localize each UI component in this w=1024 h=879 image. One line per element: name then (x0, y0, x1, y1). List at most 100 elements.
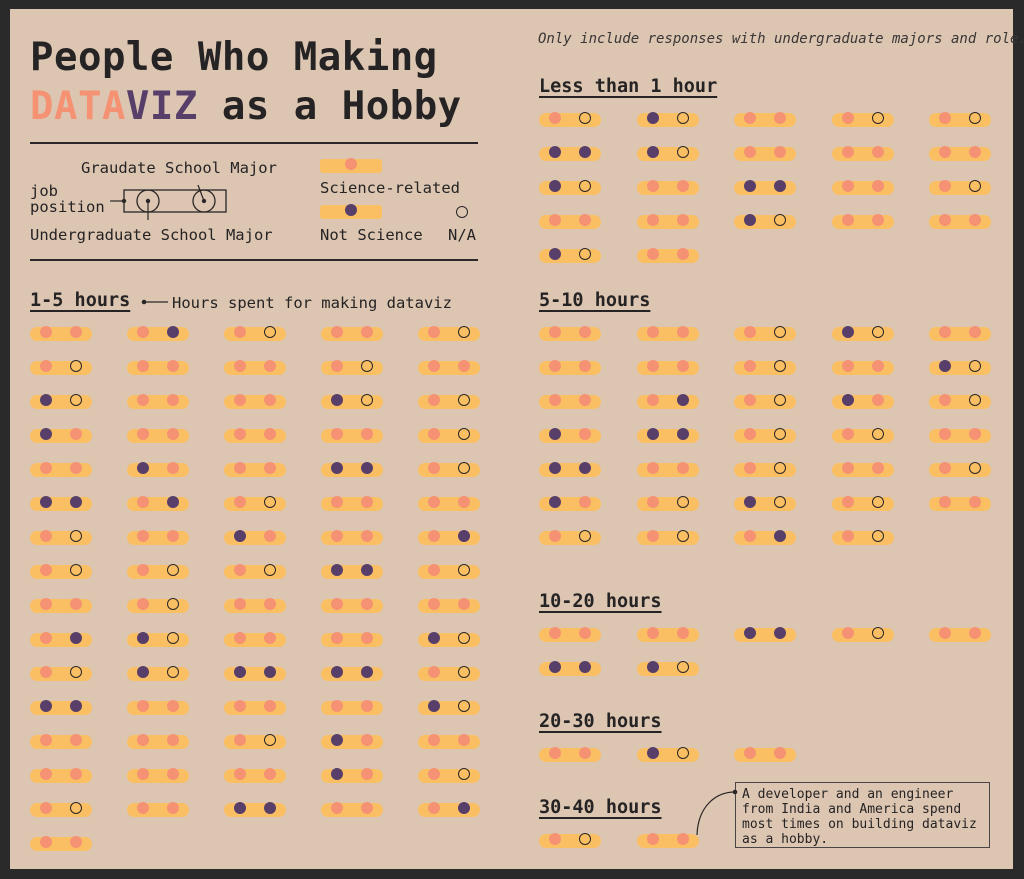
grad-major-dot (167, 734, 179, 746)
undergrad-major-dot (428, 394, 440, 406)
person-pill (832, 146, 894, 161)
person-pill (30, 360, 92, 375)
undergrad-major-dot (647, 360, 659, 372)
person-pill (734, 462, 796, 477)
grad-major-dot (579, 112, 591, 124)
undergrad-major-dot (939, 496, 951, 508)
undergrad-major-dot (137, 394, 149, 406)
person-pill (30, 632, 92, 647)
person-pill (832, 326, 894, 341)
undergrad-major-dot (647, 462, 659, 474)
grad-major-dot (167, 496, 179, 508)
legend-not-science-swatch (320, 204, 382, 219)
undergrad-major-dot (234, 530, 246, 542)
undergrad-major-dot (842, 180, 854, 192)
person-pill (321, 394, 383, 409)
undergrad-major-dot (137, 734, 149, 746)
person-pill (321, 530, 383, 545)
grad-major-dot (677, 180, 689, 192)
person-pill (929, 326, 991, 341)
grad-major-dot (458, 360, 470, 372)
grad-major-dot (264, 530, 276, 542)
person-pill (30, 700, 92, 715)
person-pill (832, 394, 894, 409)
grad-major-dot (579, 180, 591, 192)
person-pill (637, 214, 699, 229)
legend-na-dot (456, 206, 468, 218)
person-pill (224, 802, 286, 817)
undergrad-major-dot (40, 394, 52, 406)
grad-major-dot (872, 326, 884, 338)
undergrad-major-dot (549, 214, 561, 226)
hours-label-connector (141, 299, 168, 305)
person-pill (832, 462, 894, 477)
person-pill (127, 802, 189, 817)
grad-major-dot (579, 661, 591, 673)
undergrad-major-dot (40, 530, 52, 542)
undergrad-major-dot (549, 180, 561, 192)
grad-major-dot (167, 394, 179, 406)
person-pill (127, 598, 189, 613)
undergrad-major-dot (137, 802, 149, 814)
grad-major-dot (579, 530, 591, 542)
grad-major-dot (579, 146, 591, 158)
person-pill (224, 666, 286, 681)
group-header: Less than 1 hour (539, 76, 718, 97)
person-pill (734, 112, 796, 127)
grad-major-dot (361, 394, 373, 406)
grad-major-dot (458, 428, 470, 440)
grad-major-dot (70, 462, 82, 474)
undergrad-major-dot (428, 598, 440, 610)
person-pill (637, 146, 699, 161)
undergrad-major-dot (939, 214, 951, 226)
grad-major-dot (579, 214, 591, 226)
undergrad-major-dot (647, 180, 659, 192)
person-pill (539, 180, 601, 195)
person-pill (734, 214, 796, 229)
grad-major-dot (677, 462, 689, 474)
person-pill (637, 833, 699, 848)
undergrad-major-dot (647, 428, 659, 440)
grad-major-dot (969, 112, 981, 124)
grad-major-dot (70, 768, 82, 780)
grad-major-dot (872, 146, 884, 158)
undergrad-major-dot (647, 394, 659, 406)
person-pill (539, 360, 601, 375)
grad-major-dot (70, 326, 82, 338)
undergrad-major-dot (137, 530, 149, 542)
grad-major-dot (579, 428, 591, 440)
grad-major-dot (458, 700, 470, 712)
undergrad-major-dot (647, 747, 659, 759)
person-pill (637, 530, 699, 545)
undergrad-major-dot (40, 768, 52, 780)
undergrad-major-dot (939, 112, 951, 124)
group-header: 1-5 hours (30, 290, 131, 311)
undergrad-major-dot (428, 530, 440, 542)
legend-not-science-label: Not Science (320, 226, 423, 244)
person-pill (30, 768, 92, 783)
grad-major-dot (458, 734, 470, 746)
grad-major-dot (264, 326, 276, 338)
person-pill (418, 598, 480, 613)
undergrad-major-dot (549, 530, 561, 542)
undergrad-major-dot (744, 180, 756, 192)
person-pill (321, 326, 383, 341)
undergrad-major-dot (234, 734, 246, 746)
undergrad-major-dot (939, 180, 951, 192)
person-pill (929, 394, 991, 409)
grad-major-dot (361, 462, 373, 474)
subtitle: Only include responses with undergraduat… (538, 31, 1024, 47)
undergrad-major-dot (549, 394, 561, 406)
person-pill (929, 627, 991, 642)
grad-major-dot (774, 747, 786, 759)
grad-major-dot (872, 496, 884, 508)
undergrad-major-dot (331, 462, 343, 474)
legend-science-swatch (320, 158, 382, 173)
grad-major-dot (458, 496, 470, 508)
person-pill (539, 496, 601, 511)
title-viz-word: VIZ (125, 84, 198, 129)
grad-major-dot (70, 700, 82, 712)
person-pill (832, 496, 894, 511)
grad-major-dot (677, 214, 689, 226)
grad-major-dot (774, 326, 786, 338)
